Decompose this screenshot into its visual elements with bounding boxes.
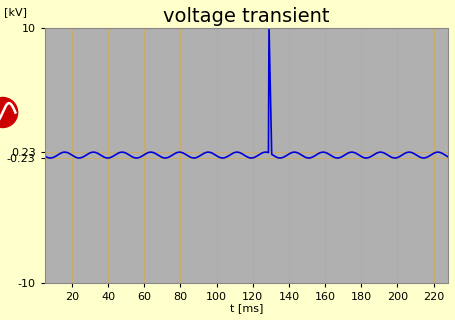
Text: [kV]: [kV]: [5, 7, 27, 17]
Circle shape: [0, 98, 18, 127]
X-axis label: t [ms]: t [ms]: [230, 303, 263, 313]
Title: voltage transient: voltage transient: [163, 7, 329, 26]
